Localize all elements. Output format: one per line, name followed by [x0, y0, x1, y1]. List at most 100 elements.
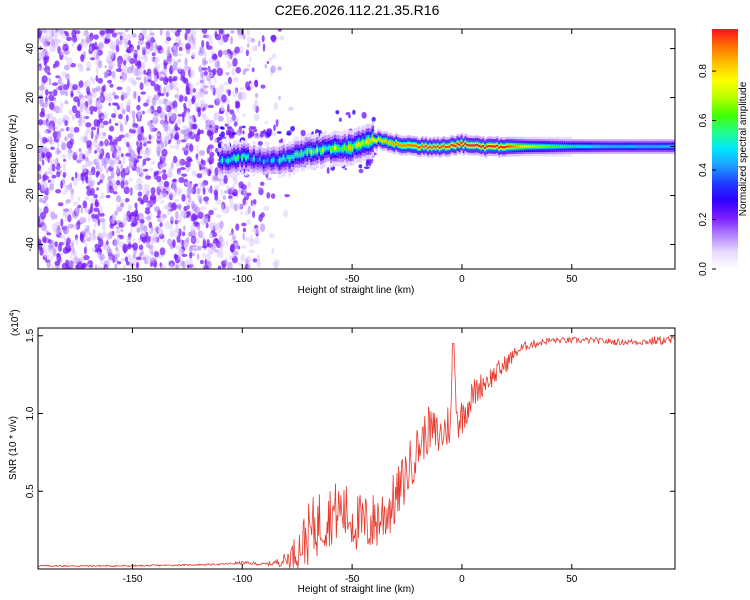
noise-cell	[76, 261, 84, 269]
noise-cell	[218, 29, 224, 35]
noise-cell	[191, 131, 195, 137]
noise-cell	[38, 131, 42, 141]
noise-cell	[371, 116, 376, 122]
noise-cell	[196, 107, 201, 113]
noise-cell	[53, 30, 59, 39]
noise-cell	[137, 197, 143, 202]
noise-cell	[69, 255, 73, 259]
noise-cell	[113, 238, 119, 247]
noise-cell	[230, 36, 234, 45]
noise-cell	[57, 244, 63, 252]
noise-cell	[229, 109, 235, 115]
noise-cell	[270, 131, 277, 137]
noise-cell	[42, 174, 47, 182]
noise-cell	[57, 46, 61, 55]
noise-cell	[180, 139, 187, 143]
noise-cell	[38, 207, 43, 215]
noise-cell	[93, 194, 98, 199]
noise-cell	[39, 98, 44, 107]
noise-cell	[125, 101, 131, 109]
noise-cell	[119, 103, 125, 111]
noise-cell	[159, 222, 163, 228]
noise-cell	[166, 112, 170, 122]
noise-cell	[79, 118, 83, 128]
noise-cell	[83, 115, 87, 123]
noise-cell	[154, 206, 160, 213]
noise-cell	[168, 191, 174, 196]
ridge-cell	[298, 152, 301, 157]
ridge-cell	[500, 145, 503, 148]
noise-cell	[68, 126, 74, 132]
noise-cell	[203, 60, 208, 65]
noise-cell	[61, 262, 68, 269]
noise-cell	[148, 134, 152, 141]
noise-cell	[191, 213, 197, 222]
ridge-cell	[336, 146, 339, 151]
noise-cell	[187, 185, 194, 194]
noise-cell	[80, 206, 84, 214]
noise-cell	[147, 184, 151, 193]
noise-cell	[107, 175, 112, 182]
noise-cell	[125, 179, 129, 187]
noise-cell	[132, 68, 137, 77]
ridge-cell	[478, 144, 481, 147]
noise-cell	[105, 240, 109, 246]
colorbar-gradient	[712, 29, 738, 269]
noise-cell	[123, 59, 127, 66]
ridge-cell	[583, 145, 586, 148]
noise-cell	[108, 91, 112, 101]
noise-cell	[177, 171, 183, 176]
noise-cell	[255, 93, 259, 98]
noise-cell	[105, 194, 111, 199]
ridge-cell	[233, 155, 236, 160]
noise-cell	[131, 215, 135, 222]
ridge-cell	[622, 145, 626, 148]
noise-cell	[43, 206, 49, 214]
ridge-cell	[456, 142, 460, 145]
noise-cell	[46, 260, 51, 269]
noise-cell	[123, 245, 127, 254]
noise-cell	[55, 165, 62, 170]
ridge-cell	[628, 145, 632, 148]
ridge-cell	[326, 146, 329, 151]
noise-cell	[116, 176, 120, 180]
noise-cell	[171, 195, 175, 199]
noise-cell	[177, 53, 183, 57]
noise-cell	[132, 90, 138, 99]
noise-cell	[207, 261, 212, 269]
ridge-cell	[614, 145, 618, 148]
ridge-cell	[585, 145, 588, 148]
noise-cell	[250, 126, 257, 130]
ridge-cell	[646, 145, 649, 148]
noise-cell	[54, 60, 60, 68]
noise-cell	[153, 83, 161, 92]
noise-cell	[196, 194, 202, 199]
colorbar-tick-label: 0.8	[698, 64, 709, 78]
noise-cell	[105, 266, 110, 269]
ridge-cell	[488, 145, 491, 148]
noise-cell	[129, 187, 132, 196]
noise-cell	[226, 33, 230, 38]
snr-x-tick-label: 0	[459, 574, 465, 585]
noise-cell	[125, 107, 130, 112]
noise-cell	[124, 121, 128, 125]
noise-cell	[78, 80, 84, 88]
noise-cell	[99, 30, 106, 36]
colorbar-tick-label: 0.4	[698, 163, 709, 177]
noise-cell	[242, 232, 245, 241]
noise-cell	[67, 151, 72, 158]
noise-cell	[145, 98, 150, 104]
ridge-cell	[337, 146, 341, 151]
ridge-cell	[377, 137, 381, 140]
noise-cell	[236, 29, 243, 36]
noise-cell	[179, 66, 182, 73]
ridge-cell	[369, 139, 373, 144]
noise-cell	[229, 186, 234, 194]
ridge-cell	[304, 150, 307, 154]
ridge-cell	[383, 139, 386, 142]
ridge-cell	[252, 156, 256, 161]
noise-cell	[232, 114, 236, 120]
noise-cell	[207, 215, 211, 223]
noise-cell	[114, 136, 118, 140]
noise-cell	[143, 54, 148, 64]
